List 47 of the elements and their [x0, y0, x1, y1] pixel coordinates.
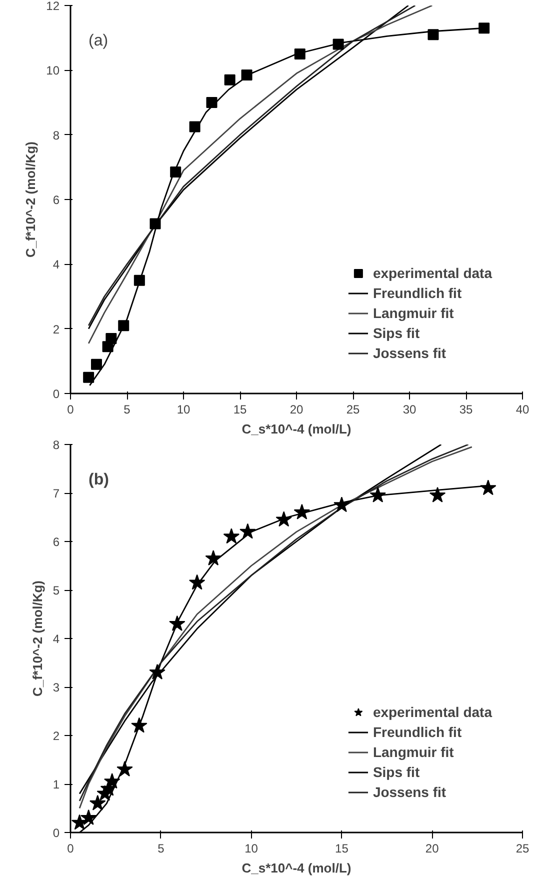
legend-label: Freundlich fit	[372, 724, 462, 740]
y-tick-label: 2	[52, 322, 60, 336]
legend-label: Jossens fit	[372, 784, 446, 800]
legend-label: experimental data	[372, 265, 492, 281]
x-tick-label: 10	[176, 402, 190, 416]
legend-label: Sips fit	[372, 325, 420, 341]
x-tick-label: 10	[244, 842, 258, 856]
legend-label: experimental data	[372, 704, 492, 720]
legend-label: Jossens fit	[372, 345, 446, 361]
x-tick-label: 0	[67, 842, 74, 856]
y-tick-label: 0	[52, 387, 60, 401]
legend-label: Langmuir fit	[372, 305, 454, 321]
y-tick-label: 12	[46, 0, 60, 13]
y-tick-label: 6	[52, 193, 60, 207]
legend-label: Sips fit	[372, 764, 420, 780]
y-tick-label: 4	[52, 258, 60, 272]
annotation: (b)	[88, 472, 109, 488]
y-tick-label: 7	[52, 486, 60, 500]
y-tick-label: 2	[52, 729, 60, 743]
y-tick-label: 6	[52, 535, 60, 549]
y-tick-label: 5	[52, 584, 60, 598]
y-tick-label: 0	[52, 826, 60, 840]
x-axis-title: C_s*10^-4 (mol/L)	[242, 422, 352, 436]
x-tick-label: 15	[233, 402, 247, 416]
y-tick-label: 8	[52, 438, 60, 452]
x-tick-label: 5	[124, 402, 131, 416]
y-tick-label: 4	[52, 632, 60, 646]
legend-label: Freundlich fit	[372, 285, 462, 301]
x-tick-label: 40	[516, 402, 530, 416]
x-axis-title: C_s*10^-4 (mol/L)	[242, 860, 352, 876]
x-tick-label: 5	[158, 842, 165, 856]
x-tick-label: 25	[346, 402, 360, 416]
x-tick-label: 20	[425, 842, 440, 856]
x-tick-label: 0	[67, 402, 74, 416]
y-tick-label: 1	[52, 778, 60, 792]
y-tick-label: 10	[46, 64, 60, 78]
legend-label: Langmuir fit	[372, 744, 454, 760]
y-axis-title: C_f*10^-2 (mol/Kg)	[23, 142, 38, 258]
y-tick-label: 3	[52, 680, 60, 694]
x-tick-label: 35	[459, 402, 473, 416]
y-axis-title: C_f*10^-2 (mol/Kg)	[30, 580, 45, 696]
x-tick-label: 30	[402, 402, 416, 416]
x-tick-label: 20	[290, 402, 304, 416]
x-tick-label: 25	[516, 842, 530, 856]
x-tick-label: 15	[335, 842, 349, 856]
annotation: (a)	[88, 32, 108, 50]
y-tick-label: 8	[52, 128, 60, 142]
